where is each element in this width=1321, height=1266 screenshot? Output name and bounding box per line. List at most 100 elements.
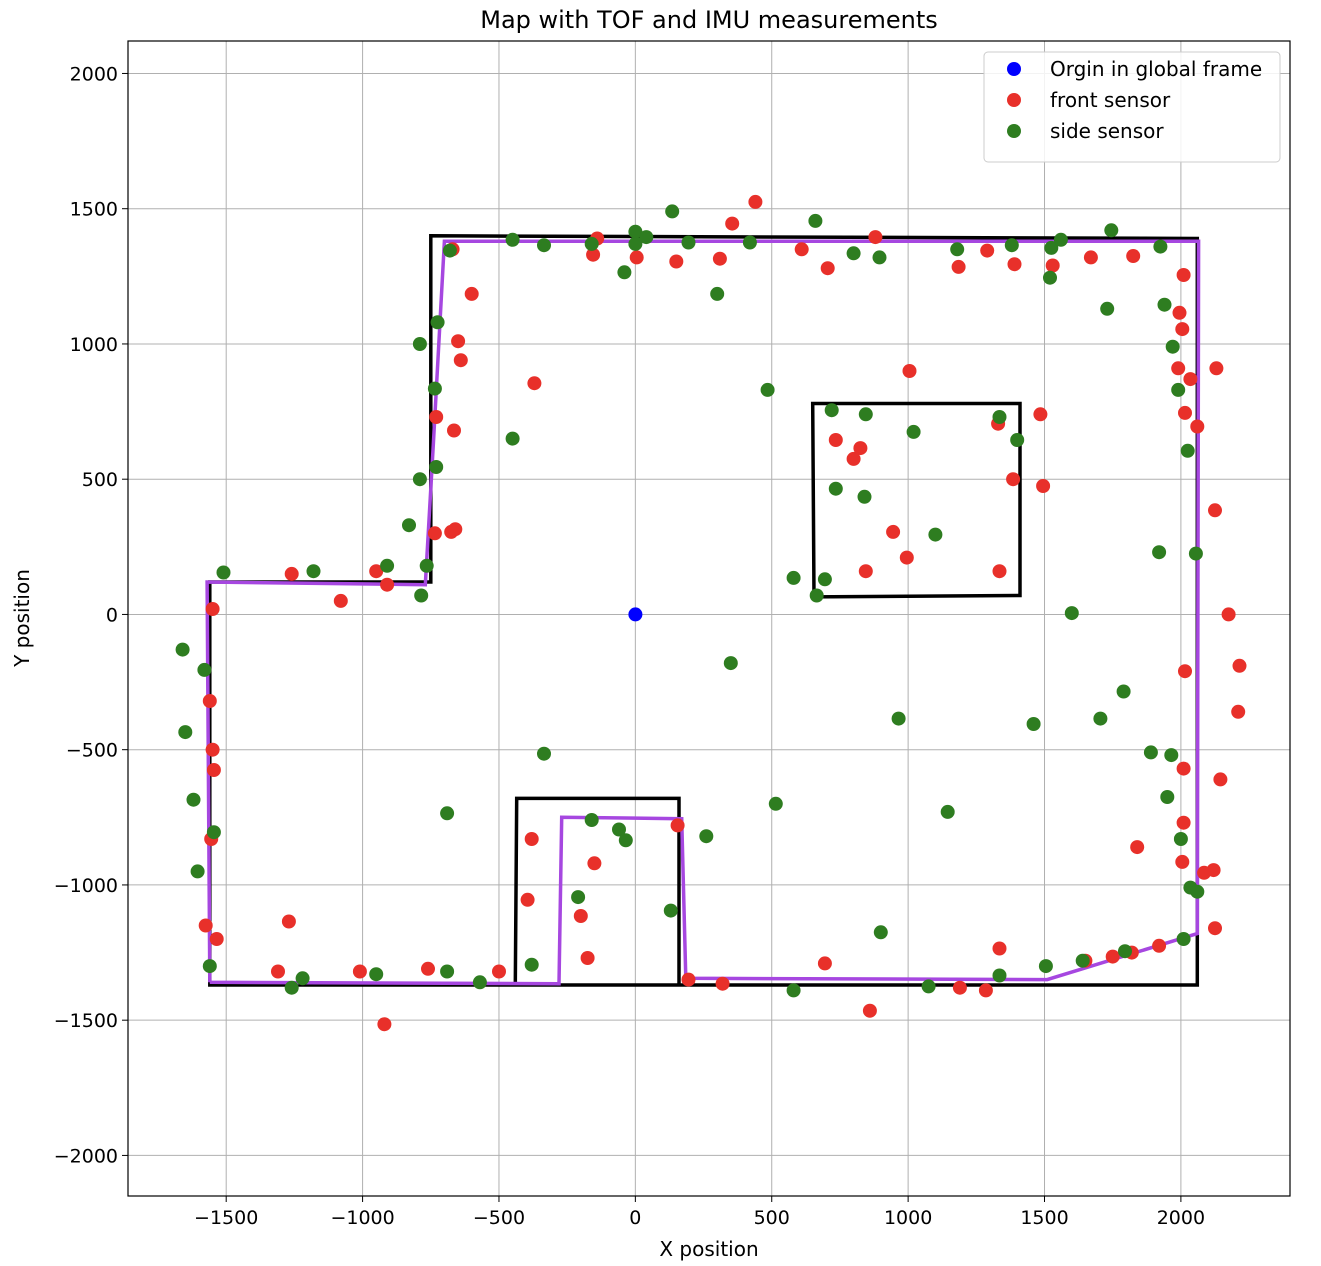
side-sensor-point — [1190, 884, 1205, 899]
front-sensor-point — [1105, 949, 1120, 964]
front-sensor-point — [1175, 854, 1190, 869]
side-sensor-point — [472, 975, 487, 990]
front-sensor-point — [725, 216, 740, 231]
front-sensor-point — [992, 941, 1007, 956]
side-sensor-point — [524, 957, 539, 972]
front-sensor-point — [902, 364, 917, 378]
side-sensor-point — [612, 822, 626, 837]
side-sensor-point — [584, 236, 599, 251]
side-sensor-point — [1180, 443, 1195, 458]
x-tick-label: −500 — [473, 1207, 525, 1229]
front-sensor-point — [586, 247, 601, 262]
side-sensor-point — [1153, 239, 1168, 254]
front-sensor-point — [429, 410, 444, 424]
side-sensor-point — [1118, 944, 1132, 959]
side-sensor-point — [1143, 745, 1158, 760]
side-sensor-point — [817, 572, 832, 587]
front-sensor-point — [524, 832, 539, 846]
x-tick-label: 1500 — [1020, 1207, 1068, 1229]
front-sensor-point — [205, 742, 220, 757]
side-sensor-point — [617, 265, 632, 280]
x-tick-label: −1500 — [194, 1207, 258, 1229]
side-sensor-point — [380, 558, 395, 573]
side-sensor-point — [665, 204, 680, 219]
side-sensor-point — [440, 806, 455, 821]
side-sensor-point — [1026, 717, 1041, 731]
front-sensor-point — [992, 564, 1007, 579]
estimated-map-line — [205, 239, 1201, 986]
side-sensor-point — [537, 238, 551, 253]
front-sensor-point — [712, 251, 727, 266]
front-sensor-point — [670, 818, 685, 833]
front-sensor-point — [1208, 921, 1222, 936]
y-tick-label: −500 — [66, 740, 118, 762]
side-sensor-point — [284, 980, 299, 995]
side-sensor-point — [928, 527, 943, 542]
side-sensor-point — [873, 925, 888, 940]
side-sensor-point — [710, 286, 725, 301]
front-sensor-point — [421, 961, 435, 976]
side-sensor-point — [584, 813, 599, 827]
front-sensor-point — [1221, 607, 1236, 622]
front-sensor-point — [1183, 372, 1198, 387]
x-axis-label: X position — [659, 1237, 758, 1261]
side-sensor-point — [1160, 790, 1175, 804]
front-sensor-point — [794, 242, 809, 257]
side-sensor-point — [891, 711, 906, 726]
front-sensor-point — [447, 423, 461, 438]
side-sensor-point — [1010, 433, 1025, 447]
side-sensor-point — [808, 213, 823, 228]
side-sensor-point — [809, 588, 824, 603]
side-sensor-point — [992, 410, 1007, 424]
side-sensor-point — [1093, 711, 1108, 726]
side-sensor-point — [1188, 546, 1203, 561]
front-sensor-point — [1178, 405, 1192, 420]
front-sensor-point — [333, 593, 348, 608]
side-sensor-point — [216, 565, 231, 580]
front-sensor-point — [629, 250, 644, 265]
y-tick-label: 500 — [82, 469, 118, 491]
side-sensor-point — [306, 564, 321, 579]
side-sensor-point — [412, 337, 427, 351]
side-sensor-point — [950, 242, 965, 257]
front-sensor-point — [828, 433, 843, 447]
front-sensor-point — [448, 522, 463, 537]
side-sensor-point — [1165, 339, 1180, 354]
side-sensor-point — [1053, 232, 1068, 247]
side-sensor-point — [858, 407, 873, 422]
front-sensor-point — [206, 763, 221, 777]
side-sensor-point — [699, 829, 714, 844]
front-sensor-point — [1176, 761, 1191, 776]
side-sensor-point — [1075, 953, 1090, 968]
front-sensor-point — [1007, 257, 1022, 272]
side-sensor-point — [206, 825, 221, 840]
side-sensor-point — [1176, 932, 1191, 946]
y-tick-label: 1500 — [70, 199, 118, 221]
side-sensor-point — [1173, 832, 1188, 846]
front-sensor-point — [520, 892, 535, 907]
side-sensor-point — [1157, 297, 1172, 312]
side-sensor-point — [1116, 684, 1131, 699]
front-sensor-point — [205, 602, 220, 616]
front-sensor-point — [980, 243, 995, 258]
front-sensor-point — [681, 972, 696, 987]
side-sensor-point — [742, 235, 757, 250]
front-sensor-point — [1006, 472, 1021, 487]
side-sensor-point — [681, 235, 696, 250]
x-tick-label: 1000 — [884, 1207, 932, 1229]
legend-marker-side — [1007, 124, 1021, 138]
side-sensor-point — [402, 518, 416, 533]
side-sensor-point — [442, 243, 457, 258]
chart-title: Map with TOF and IMU measurements — [480, 6, 938, 34]
legend-box — [983, 51, 1281, 163]
front-sensor-point — [1033, 407, 1048, 422]
front-sensor-point — [868, 230, 883, 245]
front-sensor-point — [209, 932, 224, 946]
grid — [128, 41, 1290, 1196]
front-sensor-point — [1171, 361, 1186, 376]
ground-truth-wall-line — [513, 796, 681, 986]
side-sensor-point — [1164, 748, 1179, 763]
side-sensor-point — [618, 833, 633, 848]
side-sensor-point — [824, 403, 839, 418]
side-sensor-point — [921, 979, 936, 994]
